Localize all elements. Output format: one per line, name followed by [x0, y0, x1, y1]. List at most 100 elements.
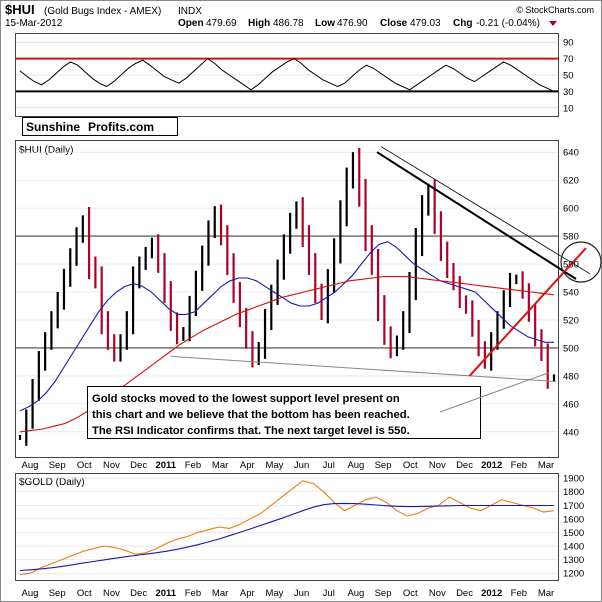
x-axis-label: Aug [22, 588, 39, 599]
x-axis-label: Apr [240, 460, 255, 471]
x-axis-label: 2011 [155, 460, 176, 471]
x-axis-label: May [265, 460, 283, 471]
chg-label: Chg [453, 18, 472, 29]
hui-x-axis: Aug Sep Oct Nov Dec 2011 Feb Mar Apr May Jun Jul Aug… [22, 460, 555, 471]
annotation-box [87, 386, 481, 439]
gold-tick-label: 1300 [563, 555, 584, 566]
hui-tick-label: 640 [563, 148, 579, 159]
hui-trend-lines [170, 146, 591, 382]
x-axis-label: Dec [456, 460, 473, 471]
hui-tick-label: 480 [563, 371, 579, 382]
index-name: (Gold Bugs Index - AMEX) [44, 6, 161, 17]
x-axis-label: Dec [130, 588, 147, 599]
stockcharts-credit: © StockCharts.com [516, 5, 594, 15]
hui-tick-label: 540 [563, 288, 579, 299]
x-axis-label: Mar [212, 460, 228, 471]
x-axis-label: Jun [294, 588, 309, 599]
rsi-grid [16, 41, 558, 109]
gold-tick-label: 1700 [563, 501, 584, 512]
gold-lines [19, 480, 555, 576]
x-axis-label: Jun [294, 460, 309, 471]
x-axis-label: Jul [323, 588, 335, 599]
chg-value: -0.21 (-0.04%) [476, 18, 540, 29]
x-axis-label: Nov [103, 588, 120, 599]
annotation-pointer [439, 372, 549, 413]
hui-tick-label: 600 [563, 204, 579, 215]
x-axis-label: Aug [347, 460, 364, 471]
x-axis-label: Dec [456, 588, 473, 599]
x-axis-label: Feb [511, 460, 527, 471]
gold-x-axis: Aug Sep Oct Nov Dec 2011 Feb Mar Apr May Jun Jul Aug… [22, 588, 555, 599]
rsi-tick-label: 90 [563, 38, 574, 49]
rsi-tick-label: 10 [563, 103, 574, 114]
x-axis-label: Sep [49, 588, 66, 599]
gold-series-line [19, 502, 554, 572]
hui-trend-line [376, 151, 577, 280]
x-axis-label: Sep [49, 460, 66, 471]
x-axis-label: Feb [185, 588, 201, 599]
x-axis-label: Nov [103, 460, 120, 471]
x-axis-label: Dec [130, 460, 147, 471]
gold-tick-label: 1800 [563, 487, 584, 498]
x-axis-label: 2012 [481, 460, 502, 471]
x-axis-label: Aug [347, 588, 364, 599]
symbol-title: $HUI [5, 2, 35, 17]
hui-tick-label: 580 [563, 232, 579, 243]
x-axis-label: 2012 [481, 588, 502, 599]
gold-tick-label: 1500 [563, 528, 584, 539]
down-arrow-icon [549, 21, 557, 26]
rsi-series-line [19, 57, 555, 92]
low-label: Low [315, 18, 335, 29]
x-axis-label: Oct [403, 460, 418, 471]
x-axis-label: Jul [323, 460, 335, 471]
x-axis-label: Oct [77, 588, 92, 599]
open-value: 479.69 [206, 18, 237, 29]
high-value: 486.78 [273, 18, 304, 29]
gold-panel [15, 473, 559, 581]
hui-tick-label: 500 [563, 343, 579, 354]
annotation-line: Gold stocks moved to the lowest support … [92, 393, 400, 405]
logo-part-1: Sunshine [26, 120, 80, 134]
hui-tick-label: 520 [563, 315, 579, 326]
target-circle [560, 241, 602, 283]
high-label: High [248, 18, 270, 29]
hui-trend-line [170, 355, 557, 382]
hui-ma-line [19, 241, 554, 412]
logo-part-2: Profits.com [88, 120, 154, 134]
x-axis-label: Nov [429, 588, 446, 599]
exchange: INDX [178, 6, 202, 17]
gold-tick-label: 1900 [563, 474, 584, 485]
annotation-line: The RSI Indicator confirms that. The nex… [92, 425, 410, 437]
hui-tick-label: 460 [563, 399, 579, 410]
rsi-axis: 10 30 50 70 90 [563, 38, 574, 115]
close-value: 479.03 [410, 18, 441, 29]
chart-date: 15-Mar-2012 [5, 18, 63, 29]
hui-panel-title: $HUI (Daily) [19, 145, 73, 156]
gold-tick-label: 1600 [563, 514, 584, 525]
x-axis-label: Aug [22, 460, 39, 471]
low-value: 476.90 [337, 18, 368, 29]
x-axis-label: Mar [212, 588, 228, 599]
open-label: Open [178, 18, 204, 29]
gold-panel-title: $GOLD (Daily) [19, 477, 85, 488]
hui-tick-label: 620 [563, 176, 579, 187]
x-axis-label: Apr [240, 588, 255, 599]
x-axis-label: Oct [77, 460, 92, 471]
hui-tick-label: 440 [563, 427, 579, 438]
x-axis-label: Feb [511, 588, 527, 599]
gold-axis: 1200 1300 1400 1500 1600 1700 1800 1900 [563, 474, 584, 580]
gold-tick-label: 1200 [563, 569, 584, 580]
rsi-tick-label: 70 [563, 54, 574, 65]
rsi-tick-label: 50 [563, 71, 574, 82]
x-axis-label: Mar [538, 460, 554, 471]
hui-price-bars [18, 147, 556, 446]
hui-channel-line [380, 146, 591, 275]
x-axis-label: Sep [375, 460, 392, 471]
hui-trend-line [468, 247, 587, 377]
x-axis-label: May [265, 588, 283, 599]
rsi-line [19, 57, 555, 92]
x-axis-label: Oct [403, 588, 418, 599]
x-axis-label: 2011 [155, 588, 176, 599]
close-label: Close [380, 18, 408, 29]
